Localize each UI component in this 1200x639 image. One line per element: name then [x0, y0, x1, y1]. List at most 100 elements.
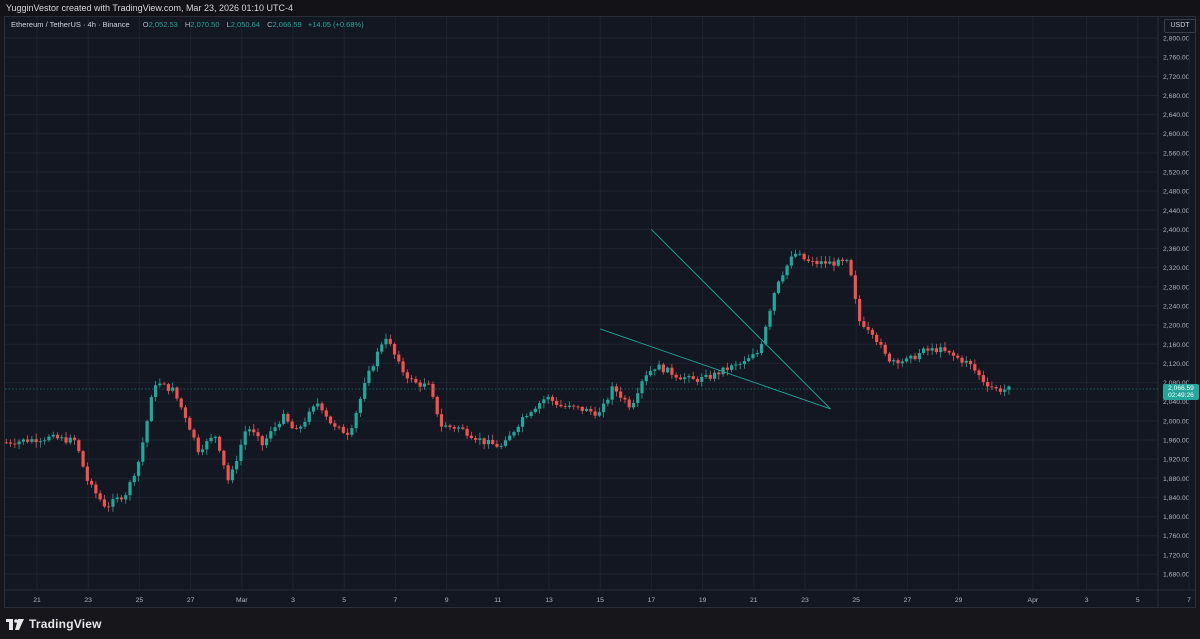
candle-body	[145, 421, 149, 443]
candle-body	[405, 372, 409, 379]
candle-body	[503, 440, 508, 446]
candle-body	[819, 261, 823, 264]
candle-body	[764, 326, 768, 344]
time-tick-label: 3	[1085, 597, 1089, 604]
high-value: 2,070.50	[190, 20, 220, 29]
candle-body	[900, 361, 904, 364]
candle-body	[845, 260, 849, 262]
candle-body	[290, 421, 294, 429]
candle-body	[260, 436, 264, 446]
candle-body	[990, 386, 994, 388]
chart-pane[interactable]: 2,800.00 2,760.00 2,720.00 2,680.00 2,640.00…	[4, 16, 1199, 608]
candle-body	[721, 367, 725, 375]
candle-body	[977, 370, 981, 376]
trendline-upper[interactable]	[651, 229, 831, 410]
trendline-lower[interactable]	[600, 328, 831, 410]
candle-body	[60, 437, 64, 439]
candle-body	[482, 438, 486, 445]
time-tick-label: 13	[545, 597, 553, 604]
price-chart[interactable]: 2,800.00 2,760.00 2,720.00 2,680.00 2,640.00…	[5, 17, 1195, 607]
candle-body	[563, 406, 567, 408]
candle-body	[529, 412, 533, 416]
candle-body	[102, 499, 107, 507]
candle-body	[124, 495, 128, 500]
candle-body	[1003, 389, 1007, 392]
price-tick-label: 2,400.00	[1163, 227, 1190, 234]
candle-body	[264, 438, 269, 446]
candle-body	[606, 399, 610, 404]
candle-body	[247, 429, 252, 432]
candle-body	[661, 364, 665, 373]
candle-body	[235, 461, 239, 470]
candle-body	[333, 423, 337, 427]
candle-body	[243, 431, 247, 445]
candle-body	[431, 383, 435, 397]
candle-body	[597, 412, 601, 416]
candle-body	[218, 436, 222, 451]
candle-body	[179, 398, 183, 408]
candle-body	[107, 506, 111, 508]
candle-body	[973, 364, 977, 371]
candle-body	[956, 355, 960, 358]
candle-body	[849, 260, 853, 276]
candle-body	[294, 428, 299, 429]
candle-body	[542, 399, 546, 404]
candle-body	[188, 417, 192, 430]
candle-body	[836, 259, 840, 266]
candle-body	[17, 441, 21, 445]
candle-body	[738, 364, 742, 365]
candle-body	[700, 376, 704, 382]
candle-body	[674, 374, 678, 378]
candle-body	[158, 383, 162, 386]
candle-body	[691, 376, 695, 379]
candle-body	[461, 427, 465, 429]
candle-body	[546, 396, 550, 400]
footer-bar: TradingView	[0, 608, 1200, 639]
candle-body	[256, 432, 260, 437]
candle-body	[589, 408, 593, 412]
candle-body	[444, 425, 448, 427]
candle-body	[887, 353, 892, 362]
open-value: 2,052.53	[148, 20, 178, 29]
candle-body	[38, 441, 43, 443]
candle-body	[695, 378, 700, 382]
price-tick-label: 2,200.00	[1163, 323, 1190, 330]
candle-body	[282, 413, 286, 424]
candle-body	[205, 441, 209, 450]
candle-body	[636, 393, 640, 404]
price-tick-label: 2,080.00	[1163, 380, 1190, 387]
candle-body	[316, 403, 320, 407]
tradingview-logo: TradingView	[6, 617, 102, 631]
candle-body	[811, 260, 815, 262]
candle-body	[175, 387, 179, 399]
candle-body	[576, 406, 580, 408]
candle-body	[474, 438, 478, 440]
candle-body	[358, 398, 363, 413]
candle-body	[350, 428, 354, 435]
candle-body	[704, 374, 708, 377]
candle-body	[909, 355, 913, 359]
candle-body	[51, 434, 55, 437]
candle-body	[311, 406, 316, 412]
candle-body	[90, 480, 94, 485]
candle-body	[627, 399, 631, 408]
candle-body	[85, 466, 89, 481]
candle-body	[439, 414, 444, 427]
price-tick-label: 2,520.00	[1163, 170, 1190, 177]
candle-body	[678, 377, 683, 380]
candle-body	[806, 259, 811, 261]
candle-body	[448, 425, 452, 428]
candle-body	[951, 352, 956, 356]
candle-body	[200, 449, 205, 453]
candle-body	[213, 436, 217, 438]
time-tick-label: 7	[394, 597, 398, 604]
candle-body	[917, 353, 921, 360]
currency-unit-label[interactable]: USDT	[1164, 19, 1196, 33]
candle-body	[785, 265, 789, 276]
candle-body	[303, 421, 307, 427]
candle-body	[1007, 386, 1011, 390]
candle-body	[926, 348, 930, 351]
candle-body	[712, 372, 717, 379]
candle-body	[725, 367, 729, 370]
price-tick-label: 2,760.00	[1163, 55, 1190, 62]
